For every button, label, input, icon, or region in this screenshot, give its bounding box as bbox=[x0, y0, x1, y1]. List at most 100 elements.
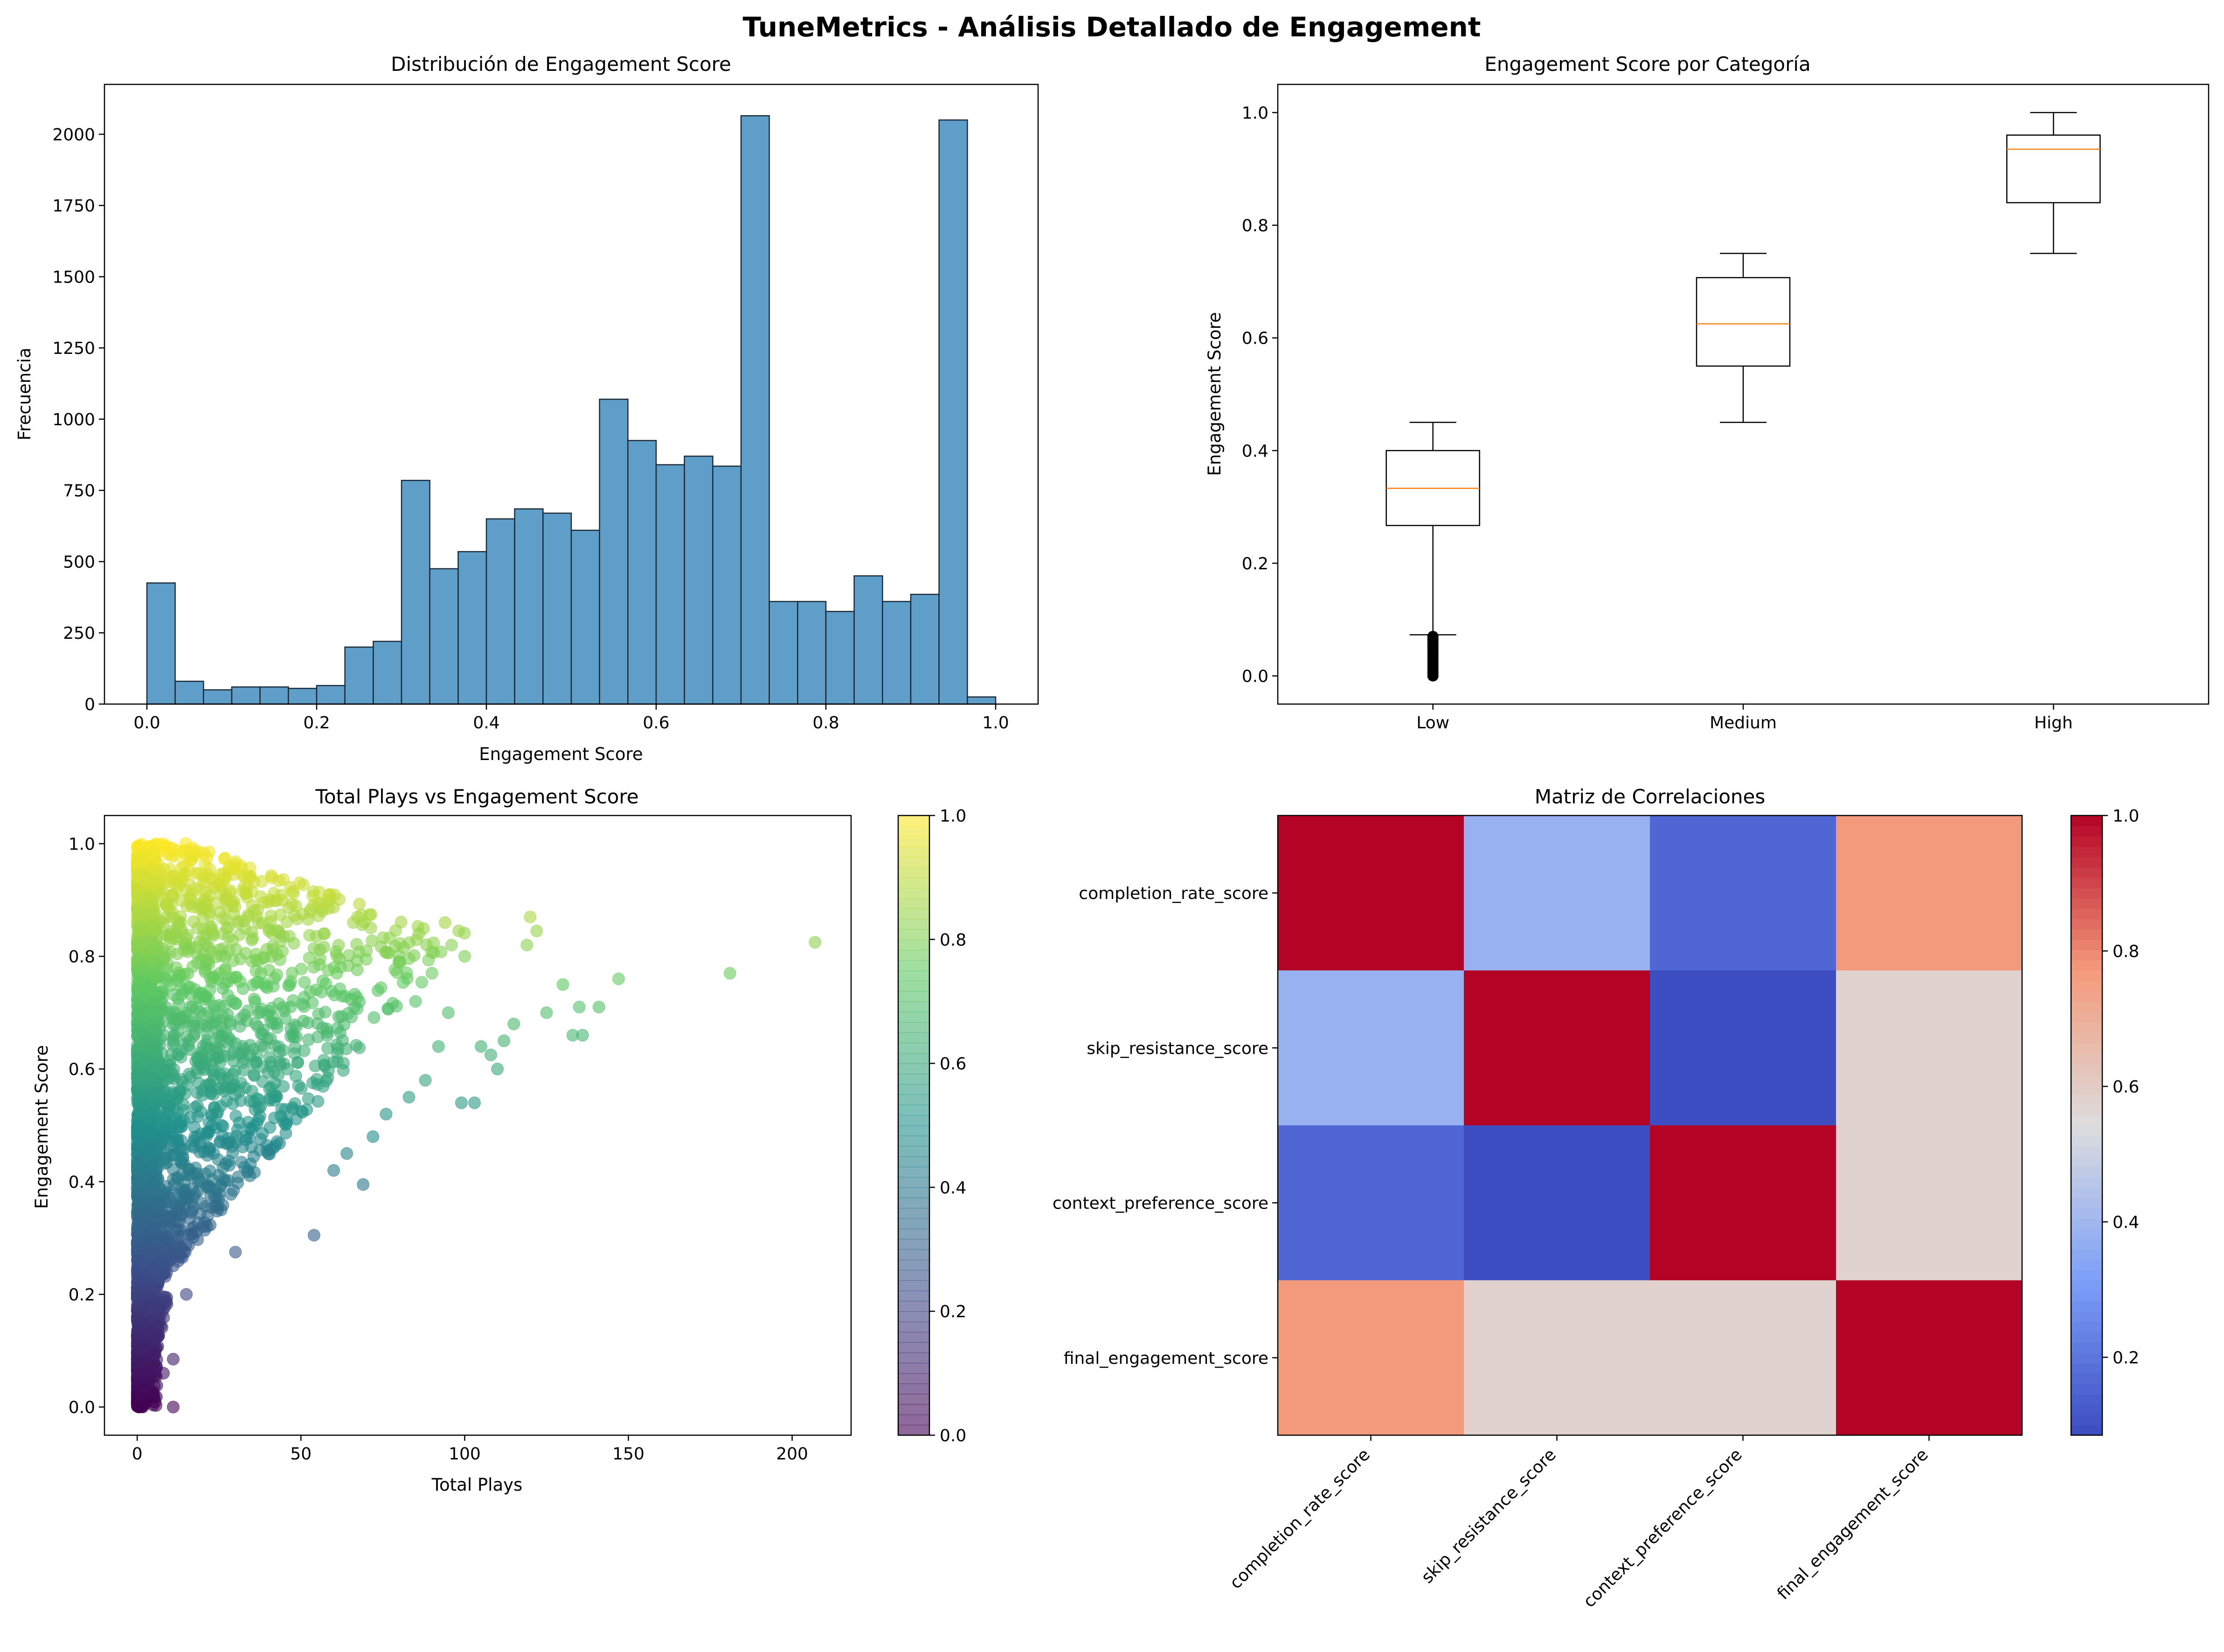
scatter-point bbox=[498, 1034, 511, 1047]
colorbar-segment bbox=[2071, 867, 2102, 878]
x-tick-label: 150 bbox=[612, 1445, 644, 1464]
colorbar-segment bbox=[898, 1022, 929, 1033]
scatter-point bbox=[270, 1017, 283, 1030]
scatter-point bbox=[229, 997, 242, 1010]
histogram-bar bbox=[485, 518, 515, 705]
colorbar-segment bbox=[2071, 939, 2102, 950]
colorbar-segment bbox=[2071, 1084, 2102, 1095]
colorbar-segment bbox=[2071, 826, 2102, 837]
scatter-point bbox=[143, 1006, 156, 1019]
scatter-plot-area: 0 50 100 150 200 0.0 0.2 0.4 0.6 0.8 1.0 bbox=[69, 815, 852, 1464]
heatmap-cell bbox=[1464, 1280, 1650, 1436]
x-tick-label: completion_rate_score bbox=[1226, 1445, 1374, 1593]
colorbar-segment bbox=[2071, 1414, 2102, 1425]
histogram-title: Distribución de Engagement Score bbox=[391, 53, 731, 76]
scatter-point bbox=[147, 1333, 160, 1346]
scatter-point bbox=[147, 1387, 160, 1400]
scatter-point bbox=[196, 1018, 209, 1031]
scatter-point bbox=[216, 982, 229, 995]
colorbar-segment bbox=[2071, 846, 2102, 857]
scatter-point bbox=[313, 885, 326, 899]
colorbar-segment bbox=[2071, 991, 2102, 1002]
y-tick-label: 1000 bbox=[52, 410, 95, 429]
colorbar-segment bbox=[898, 1301, 929, 1312]
colorbar-segment bbox=[898, 836, 929, 847]
y-tick-label: 0.8 bbox=[1242, 216, 1268, 235]
scatter-point bbox=[249, 964, 263, 977]
scatter-point bbox=[383, 931, 396, 944]
scatter-point bbox=[250, 1092, 263, 1105]
colorbar-segment bbox=[898, 816, 929, 827]
scatter-point bbox=[442, 1006, 455, 1019]
colorbar-tick-label: 0.0 bbox=[940, 1426, 966, 1445]
colorbar-segment bbox=[2071, 1373, 2102, 1384]
scatter-point bbox=[143, 1043, 156, 1056]
scatter-point bbox=[540, 1006, 553, 1019]
y-tick-label: 0.0 bbox=[69, 1398, 95, 1417]
scatter-point bbox=[475, 1040, 488, 1053]
scatter-point bbox=[227, 1046, 240, 1059]
scatter-point bbox=[357, 1178, 370, 1191]
scatter-point bbox=[304, 985, 317, 998]
colorbar-tick-label: 1.0 bbox=[940, 807, 966, 826]
y-tick-label: 500 bbox=[63, 553, 95, 572]
scatter-point bbox=[148, 1198, 161, 1211]
scatter-point bbox=[425, 967, 438, 980]
histogram-bar bbox=[825, 611, 855, 705]
x-tick-label: 0.6 bbox=[643, 713, 669, 733]
scatter-point bbox=[132, 1024, 145, 1037]
y-tick-label: 1.0 bbox=[1242, 104, 1268, 123]
scatter-point bbox=[262, 1147, 275, 1160]
colorbar-tick-label: 0.4 bbox=[940, 1178, 966, 1197]
colorbar-segment bbox=[898, 1404, 929, 1415]
scatter-point bbox=[137, 1188, 150, 1201]
scatter-point bbox=[485, 1048, 498, 1061]
scatter-point bbox=[340, 1147, 353, 1160]
heatmap-cell bbox=[1278, 1125, 1464, 1281]
colorbar-segment bbox=[2071, 1187, 2102, 1198]
scatter-point bbox=[148, 1348, 161, 1362]
colorbar-segment bbox=[898, 1229, 929, 1240]
scatter-point bbox=[261, 981, 274, 994]
colorbar-segment bbox=[898, 846, 929, 857]
scatter-point bbox=[224, 1082, 237, 1095]
scatter-point bbox=[133, 1318, 146, 1331]
colorbar-segment bbox=[898, 1125, 929, 1136]
scatter-point bbox=[380, 1107, 393, 1120]
scatter-point bbox=[194, 883, 207, 896]
scatter-point bbox=[234, 1020, 247, 1033]
colorbar-segment bbox=[898, 960, 929, 971]
scatter-point bbox=[256, 875, 269, 888]
scatter-point bbox=[556, 978, 569, 991]
heatmap-cell bbox=[1650, 816, 1836, 971]
colorbar-segment bbox=[898, 857, 929, 868]
histogram-ylabel: Frecuencia bbox=[14, 347, 35, 440]
y-tick-label: 0.4 bbox=[69, 1173, 95, 1192]
histogram-bar bbox=[712, 465, 742, 705]
heatmap-title: Matriz de Correlaciones bbox=[1535, 785, 1766, 808]
scatter-point bbox=[232, 916, 245, 929]
colorbar-segment bbox=[898, 898, 929, 909]
scatter-point bbox=[366, 934, 379, 947]
scatter-point bbox=[297, 878, 310, 892]
scatter-point bbox=[148, 1263, 161, 1276]
colorbar-segment bbox=[898, 1311, 929, 1322]
colorbar-segment bbox=[2071, 898, 2102, 909]
colorbar-segment bbox=[2071, 1177, 2102, 1188]
scatter-point bbox=[148, 984, 161, 997]
scatter-point bbox=[337, 1064, 350, 1077]
histogram-xlabel: Engagement Score bbox=[479, 744, 643, 764]
axes-frame bbox=[104, 815, 852, 1436]
scatter-point bbox=[419, 1074, 432, 1087]
colorbar-segment bbox=[898, 867, 929, 878]
histogram-bar bbox=[429, 568, 459, 705]
scatter-point bbox=[353, 898, 366, 911]
scatter-point bbox=[309, 1059, 322, 1072]
colorbar-segment bbox=[898, 1342, 929, 1353]
scatter-point bbox=[432, 1040, 445, 1053]
scatter-point bbox=[187, 915, 200, 928]
colorbar-segment bbox=[2071, 1218, 2102, 1229]
scatter-point bbox=[327, 1164, 340, 1177]
histogram-bar bbox=[797, 601, 827, 705]
scatter-point bbox=[138, 1209, 151, 1222]
